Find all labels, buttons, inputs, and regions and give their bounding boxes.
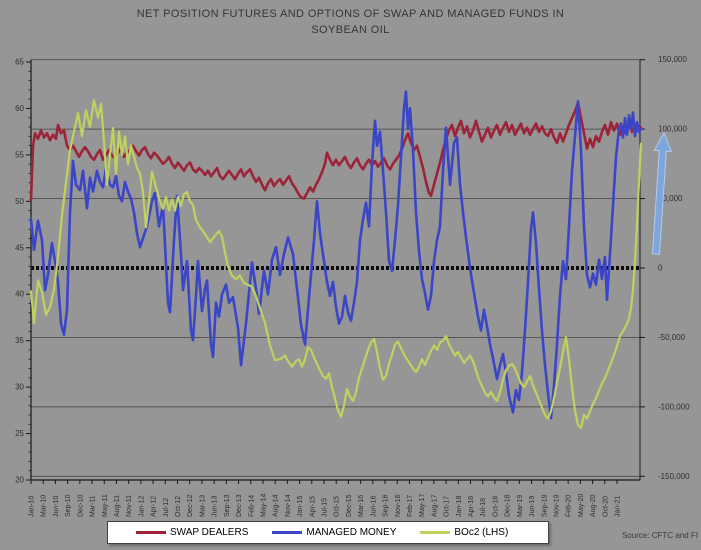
x-axis-tick-label: May-14 bbox=[260, 494, 267, 517]
x-axis-tick-label: Nov-16 bbox=[395, 494, 402, 517]
x-axis-tick-label: Mar-11 bbox=[90, 495, 97, 517]
source-note: Source: CFTC and FI bbox=[621, 531, 698, 540]
x-axis-tick-label: Oct-20 bbox=[602, 496, 609, 517]
x-axis-tick-label: Jan-21 bbox=[615, 495, 622, 517]
x-axis-tick-label: Oct-18 bbox=[492, 496, 499, 517]
x-axis-tick-label: Apr-15 bbox=[309, 496, 316, 517]
x-axis-tick-label: Dec-13 bbox=[236, 494, 243, 517]
x-axis-tick-label: Jun-10 bbox=[53, 495, 60, 517]
x-axis-tick-label: Jan-12 bbox=[138, 495, 145, 517]
x-axis-tick-label: Jul-15 bbox=[322, 498, 329, 517]
left-axis-tick-label: 60 bbox=[15, 104, 24, 113]
right-axis-tick-label: -150,000 bbox=[658, 472, 690, 481]
x-axis-tick-label: Dec-10 bbox=[77, 494, 84, 517]
left-axis-tick-label: 30 bbox=[15, 383, 24, 392]
x-axis-tick-label: Sep-19 bbox=[541, 494, 548, 517]
series-line-boc2-lhs- bbox=[29, 98, 643, 430]
x-axis-tick-label: May-20 bbox=[578, 494, 585, 517]
swap-dealers-line-swatch bbox=[136, 531, 166, 534]
x-axis-tick-label: Apr-12 bbox=[151, 496, 158, 517]
x-axis-tick-label: Jun-16 bbox=[370, 495, 377, 517]
x-axis-tick-label: Feb-14 bbox=[248, 495, 255, 517]
x-axis-tick-label: Nov-11 bbox=[126, 495, 133, 517]
boc2-line-swatch bbox=[420, 531, 451, 534]
legend-label: BOc2 (LHS) bbox=[454, 527, 509, 538]
chart-title-line2: SOYBEAN OIL bbox=[311, 24, 390, 36]
x-axis-tick-label: Dec-12 bbox=[187, 494, 194, 517]
x-axis-tick-label: Sep-16 bbox=[383, 494, 390, 517]
x-axis-tick-label: Apr-18 bbox=[468, 496, 475, 517]
x-axis-tick-label: Feb-17 bbox=[407, 495, 414, 517]
x-axis-tick-label: Oct-12 bbox=[175, 496, 182, 517]
legend-item-managed-money: MANAGED MONEY bbox=[272, 527, 396, 538]
x-axis-tick-label: Aug-20 bbox=[590, 494, 597, 517]
x-axis-tick-label: Oct-17 bbox=[444, 496, 451, 517]
right-axis-tick-label: 50,000 bbox=[658, 194, 683, 203]
up-arrow-annotation bbox=[651, 131, 673, 255]
x-axis-tick-label: Aug-11 bbox=[114, 495, 121, 517]
left-axis-tick-label: 50 bbox=[15, 197, 24, 206]
legend-label: MANAGED MONEY bbox=[306, 527, 397, 538]
x-axis-tick-label: Oct-15 bbox=[334, 496, 341, 517]
x-axis-tick-label: Jun-13 bbox=[212, 495, 219, 517]
right-axis-tick-label: -100,000 bbox=[658, 402, 690, 411]
right-axis-tick-label: 0 bbox=[658, 264, 663, 273]
x-axis-tick-label: Jul-18 bbox=[480, 498, 487, 517]
x-axis-tick-label: Aug-14 bbox=[273, 494, 280, 517]
left-axis-tick-label: 55 bbox=[15, 150, 24, 159]
x-axis-tick-label: Sep-13 bbox=[224, 494, 231, 517]
x-axis-tick-label: Mar-13 bbox=[199, 495, 206, 517]
left-axis-tick-label: 20 bbox=[15, 476, 24, 485]
x-axis-tick-label: Jan-15 bbox=[297, 495, 304, 517]
series-line-managed-money bbox=[29, 90, 643, 420]
legend-item-boc2: BOc2 (LHS) bbox=[420, 527, 508, 538]
right-axis-tick-label: 150,000 bbox=[658, 55, 687, 64]
chart-title: NET POSITION FUTURES AND OPTIONS OF SWAP… bbox=[0, 6, 701, 38]
x-axis-tick-label: Jul-12 bbox=[163, 498, 170, 517]
x-axis-tick-label: May-17 bbox=[419, 494, 426, 517]
x-axis-tick-label: Dec-15 bbox=[346, 494, 353, 517]
left-axis-tick-label: 35 bbox=[15, 336, 24, 345]
x-axis-tick-label: Jan-10 bbox=[29, 495, 36, 517]
right-axis-tick-label: 100,000 bbox=[658, 125, 687, 134]
x-axis-tick-label: Sep-10 bbox=[65, 494, 72, 517]
chart-title-line1: NET POSITION FUTURES AND OPTIONS OF SWAP… bbox=[136, 8, 565, 20]
x-axis-tick-label: Aug-17 bbox=[431, 494, 438, 517]
x-axis-tick-label: Mar-16 bbox=[358, 495, 365, 517]
x-axis-tick-label: Nov-14 bbox=[285, 494, 292, 517]
x-axis-tick-label: Mar-10 bbox=[41, 495, 48, 517]
right-axis-tick-label: -50,000 bbox=[658, 333, 686, 342]
legend-label: SWAP DEALERS bbox=[170, 527, 249, 538]
x-axis-tick-label: May-11 bbox=[102, 494, 109, 517]
x-axis-tick-label: Jan-18 bbox=[456, 495, 463, 517]
chart-legend: SWAP DEALERS MANAGED MONEY BOc2 (LHS) bbox=[107, 521, 549, 544]
managed-money-line-swatch bbox=[272, 531, 303, 534]
left-axis-tick-label: 65 bbox=[15, 58, 24, 67]
x-axis-tick-label: Jun-19 bbox=[529, 495, 536, 517]
legend-item-swap-dealers: SWAP DEALERS bbox=[136, 527, 248, 538]
x-axis-tick-label: Feb-20 bbox=[566, 495, 573, 517]
x-axis-tick-label: Mar-19 bbox=[517, 495, 524, 517]
left-axis-tick-label: 25 bbox=[15, 429, 24, 438]
left-axis-tick-label: 40 bbox=[15, 290, 24, 299]
x-axis-tick-label: Dec-18 bbox=[505, 494, 512, 517]
x-axis-tick-label: Nov-19 bbox=[553, 494, 560, 517]
left-axis-tick-label: 45 bbox=[15, 243, 24, 252]
